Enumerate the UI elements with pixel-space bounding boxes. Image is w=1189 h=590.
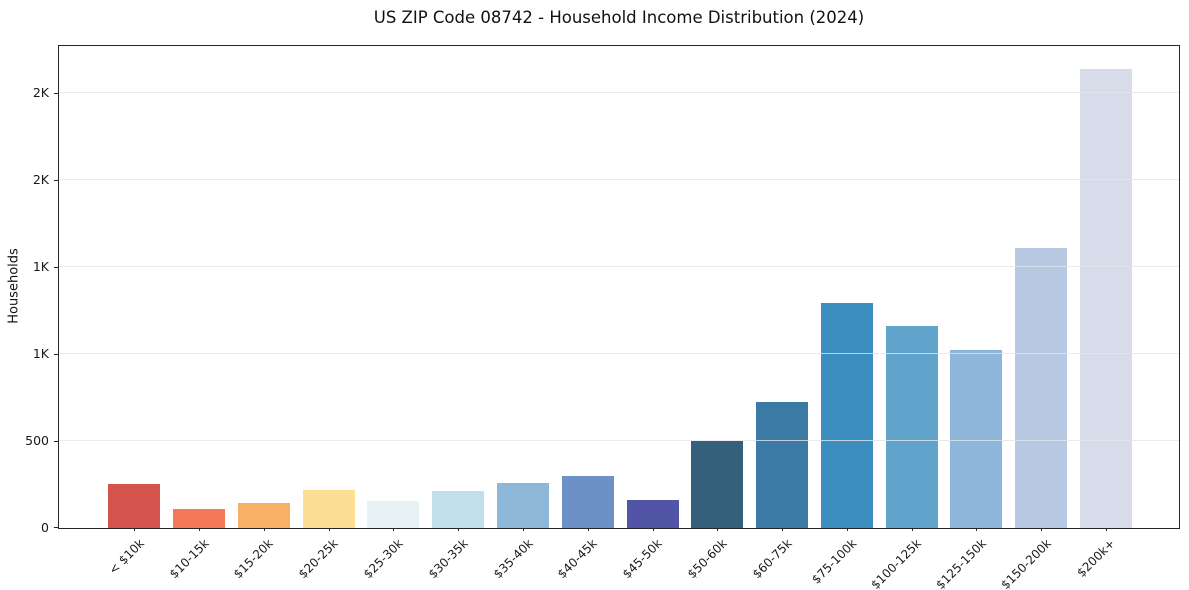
x-tick-mark [782,527,784,531]
bar-30-35k [432,491,485,528]
x-tick-label: $50-60k [684,536,730,582]
x-tick-mark [846,527,848,531]
y-tick-mark [54,440,58,442]
y-tick-mark [54,179,58,181]
x-tick-mark [134,527,136,531]
x-tick-mark [587,527,589,531]
bar-100-125k [885,326,938,528]
y-tick-mark [54,527,58,528]
x-tick-label: $45-50k [619,536,665,582]
y-tick-label: 500 [25,432,49,448]
x-tick-label: $200k+ [1074,536,1119,580]
y-tick-mark [54,353,58,355]
x-tick-label: $150-200k [997,536,1054,590]
x-tick-mark [522,527,524,531]
bar-35-40k [496,482,549,528]
x-tick-mark [652,527,654,531]
y-tick-label: 1K [32,345,49,361]
x-tick-label: $40-45k [555,536,600,582]
bar-40-45k [561,475,614,528]
bar-15-20k [237,502,290,528]
x-tick-label: $35-40k [490,536,536,582]
bar-20-25k [302,489,355,528]
y-tick-label: 1K [32,258,49,274]
x-tick-label: < $10k [105,536,147,578]
x-tick-mark [717,527,719,531]
bar-45-50k [626,500,679,528]
y-gridline [59,440,1179,442]
x-tick-label: $25-30k [360,536,406,582]
x-tick-mark [976,527,978,531]
y-tick-mark [54,266,58,268]
y-axis-label: Households [6,248,22,324]
bar-150-200k [1015,247,1068,528]
y-tick-label: 2K [32,84,49,100]
x-tick-mark [458,527,460,531]
bar-25-30k [367,501,420,528]
bar-10k [108,483,161,528]
bar-10-15k [173,508,226,528]
y-gridline [59,179,1179,181]
bar-75-100k [820,302,873,528]
bar-50-60k [691,441,744,528]
y-tick-mark [54,92,58,94]
y-tick-label: 2K [32,171,49,187]
x-tick-label: $60-75k [749,536,795,582]
x-tick-label: $100-125k [868,536,924,590]
x-tick-label: $15-20k [231,536,277,582]
y-gridline [59,353,1179,355]
x-tick-mark [328,527,330,531]
x-tick-mark [1041,527,1043,531]
x-tick-label: $10-15k [166,536,212,582]
x-tick-mark [393,527,395,531]
x-tick-label: $30-35k [425,536,471,582]
x-tick-mark [911,527,913,531]
y-tick-label: 0 [41,520,49,535]
plot-area: 0 500 1K 1K 2K 2K < $10k $10-15k $15-20k $20-25k $… [25,45,1180,590]
x-tick-label: $125-150k [932,536,989,590]
x-tick-label: $20-25k [295,536,341,582]
bar-200k [1080,68,1132,528]
x-tick-mark [199,527,201,531]
x-tick-label: $75-100k [808,536,860,587]
bar-60-75k [756,401,809,528]
y-gridline [59,92,1179,94]
x-tick-mark [263,527,265,531]
y-gridline [59,266,1179,268]
bar-125-150k [950,349,1003,528]
chart-title: US ZIP Code 08742 - Household Income Dis… [373,8,865,27]
x-tick-mark [1106,527,1107,531]
